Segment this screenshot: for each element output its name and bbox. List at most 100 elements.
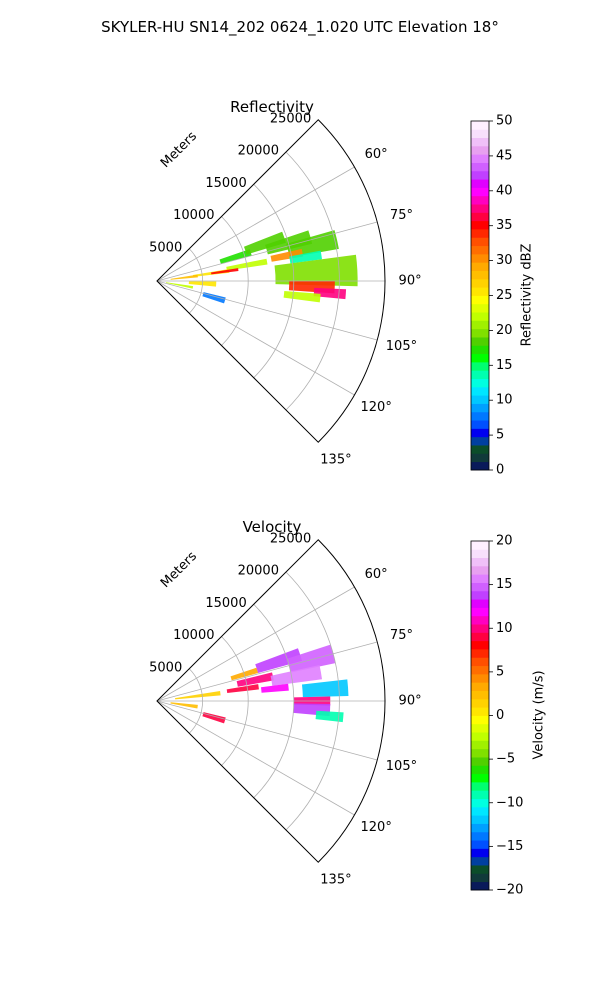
reflectivity-echo-10 xyxy=(274,254,358,287)
velocity-echo-6 xyxy=(226,684,259,693)
reflectivity-colorbar-tick-35: 35 xyxy=(496,218,513,233)
reflectivity-colorbar-band-22 xyxy=(471,278,489,288)
velocity-colorbar-band-39 xyxy=(471,557,489,567)
velocity-colorbar-band-28 xyxy=(471,649,489,658)
velocity-colorbar-band-38 xyxy=(471,565,489,575)
velocity-colorbar-band-25 xyxy=(471,673,489,683)
reflectivity-colorbar-band-3 xyxy=(471,436,489,446)
reflectivity-colorbar-band-10 xyxy=(471,378,489,388)
velocity-echo-3 xyxy=(236,672,274,687)
reflectivity-theta-gridline-105 xyxy=(156,280,378,341)
velocity-colorbar-tick-10: 10 xyxy=(496,621,513,636)
velocity-echo-7 xyxy=(301,679,349,698)
reflectivity-colorbar-band-1 xyxy=(471,453,489,463)
velocity-colorbar-band-30 xyxy=(471,632,489,642)
reflectivity-r-tick-20000: 20000 xyxy=(238,144,279,159)
reflectivity-echo-1 xyxy=(243,231,286,255)
velocity-axis-frame xyxy=(156,539,386,863)
reflectivity-colorbar-band-8 xyxy=(471,395,489,404)
velocity-colorbar-tick-5: −5 xyxy=(496,752,515,767)
velocity-colorbar-band-16 xyxy=(471,748,489,758)
reflectivity-radial-axis-label: Meters xyxy=(158,129,200,171)
velocity-r-tick-20000: 20000 xyxy=(238,564,279,579)
velocity-colorbar-band-24 xyxy=(471,682,489,691)
reflectivity-colorbar-tick-15: 15 xyxy=(496,358,513,373)
reflectivity-echo-5 xyxy=(270,248,304,262)
reflectivity-colorbar-band-40 xyxy=(471,129,489,139)
velocity-theta-tick-105: 105° xyxy=(386,759,417,774)
reflectivity-colorbar-band-13 xyxy=(471,353,489,363)
reflectivity-echo-layer xyxy=(165,230,358,304)
reflectivity-colorbar-band-32 xyxy=(471,195,489,205)
velocity-range-ring-15000 xyxy=(253,603,295,799)
velocity-title: Velocity xyxy=(243,518,302,536)
velocity-colorbar-band-8 xyxy=(471,815,489,824)
reflectivity-colorbar-band-17 xyxy=(471,320,489,330)
velocity-colorbar-band-5 xyxy=(471,840,489,849)
reflectivity-colorbar-tick-30: 30 xyxy=(496,253,513,268)
reflectivity-r-tick-5000: 5000 xyxy=(149,240,182,255)
reflectivity-colorbar-tick-50: 50 xyxy=(496,114,513,129)
reflectivity-axis-frame xyxy=(156,119,386,443)
reflectivity-colorbar-band-0 xyxy=(471,461,489,471)
reflectivity-colorbar-band-12 xyxy=(471,361,489,371)
reflectivity-colorbar-band-4 xyxy=(471,428,489,438)
reflectivity-range-ring-20000 xyxy=(285,151,340,411)
velocity-colorbar-band-32 xyxy=(471,615,489,625)
velocity-colorbar-band-40 xyxy=(471,549,489,559)
velocity-colorbar-band-2 xyxy=(471,865,489,874)
velocity-echo-2 xyxy=(287,644,336,673)
velocity-r-tick-15000: 15000 xyxy=(205,596,246,611)
velocity-colorbar-tick-15: 15 xyxy=(496,577,513,592)
reflectivity-theta-tick-90: 90° xyxy=(399,274,422,289)
reflectivity-colorbar-tick-5: 5 xyxy=(496,428,504,443)
velocity-colorbar-tick-0: 0 xyxy=(496,708,504,723)
reflectivity-colorbar-band-6 xyxy=(471,411,489,421)
velocity-echo-8 xyxy=(260,683,289,693)
reflectivity-r-tick-10000: 10000 xyxy=(173,208,214,223)
reflectivity-colorbar-tick-40: 40 xyxy=(496,183,513,198)
velocity-range-ring-5000 xyxy=(188,668,203,734)
velocity-colorbar-band-0 xyxy=(471,881,489,891)
velocity-radial-axis-label: Meters xyxy=(158,549,200,591)
reflectivity-title: Reflectivity xyxy=(230,98,314,116)
velocity-colorbar-band-22 xyxy=(471,698,489,708)
velocity-r-tick-5000: 5000 xyxy=(149,660,182,675)
velocity-colorbar-band-11 xyxy=(471,790,489,799)
reflectivity-colorbar-band-21 xyxy=(471,287,489,296)
velocity-colorbar: Velocity (m/s) −20 −15 −10 −5 0 5 10 15 20 xyxy=(470,534,547,898)
reflectivity-theta-tick-120: 120° xyxy=(361,400,392,415)
velocity-colorbar-tick-20: 20 xyxy=(496,534,513,549)
reflectivity-range-ring-5000 xyxy=(188,248,203,314)
reflectivity-colorbar-band-35 xyxy=(471,170,489,180)
velocity-colorbar-band-31 xyxy=(471,624,489,633)
reflectivity-colorbar: Reflectivity dBZ 0 5 10 15 20 25 30 35 40 45 50 xyxy=(470,114,535,478)
reflectivity-colorbar-band-2 xyxy=(471,445,489,454)
reflectivity-colorbar-band-20 xyxy=(471,295,489,305)
velocity-colorbar-band-29 xyxy=(471,640,489,650)
velocity-theta-tick-120: 120° xyxy=(361,820,392,835)
velocity-colorbar-band-13 xyxy=(471,773,489,783)
reflectivity-colorbar-label: Reflectivity dBZ xyxy=(520,244,535,347)
reflectivity-range-ring-15000 xyxy=(253,183,295,379)
reflectivity-colorbar-tick-45: 45 xyxy=(496,148,513,163)
reflectivity-colorbar-band-37 xyxy=(471,154,489,163)
velocity-colorbar-band-19 xyxy=(471,723,489,733)
velocity-theta-gridline-105 xyxy=(156,700,378,761)
velocity-colorbar-band-23 xyxy=(471,690,489,700)
velocity-colorbar-band-20 xyxy=(471,715,489,725)
reflectivity-echo-15 xyxy=(165,282,194,289)
velocity-colorbar-band-34 xyxy=(471,599,489,608)
reflectivity-colorbar-band-27 xyxy=(471,237,489,247)
reflectivity-range-ring-10000 xyxy=(221,216,249,346)
velocity-theta-gridline-120 xyxy=(156,700,355,816)
reflectivity-colorbar-band-15 xyxy=(471,337,489,346)
reflectivity-colorbar-band-16 xyxy=(471,328,489,338)
velocity-colorbar-band-33 xyxy=(471,607,489,617)
velocity-echo-1 xyxy=(255,648,303,673)
reflectivity-colorbar-band-39 xyxy=(471,137,489,147)
velocity-r-tick-10000: 10000 xyxy=(173,628,214,643)
reflectivity-colorbar-tick-25: 25 xyxy=(496,288,513,303)
reflectivity-colorbar-band-18 xyxy=(471,312,489,321)
